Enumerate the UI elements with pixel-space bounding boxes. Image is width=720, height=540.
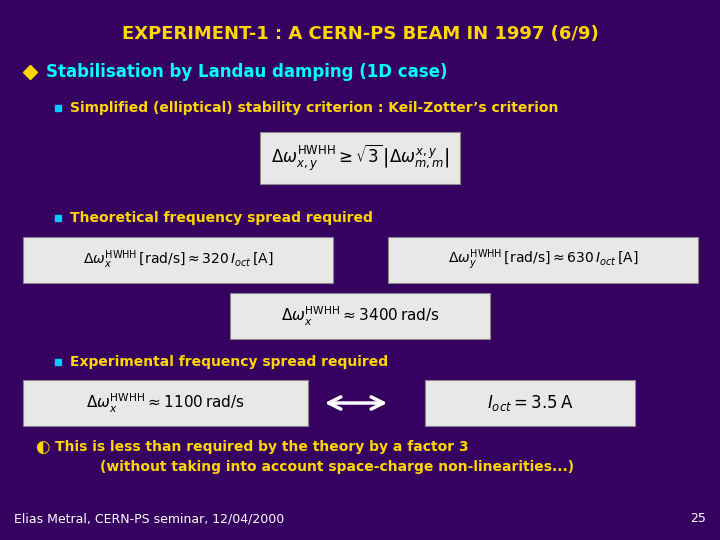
Text: 25: 25 [690, 512, 706, 525]
Text: Theoretical frequency spread required: Theoretical frequency spread required [70, 211, 373, 225]
FancyBboxPatch shape [260, 132, 460, 184]
Text: ◐: ◐ [35, 438, 49, 456]
Text: $\Delta\omega_{x}^{\mathrm{HWHH}}\,[\mathrm{rad/s}] \approx 320\,I_{oct}\,[\math: $\Delta\omega_{x}^{\mathrm{HWHH}}\,[\mat… [83, 249, 274, 271]
FancyBboxPatch shape [22, 380, 307, 426]
FancyBboxPatch shape [425, 380, 635, 426]
Text: Elias Metral, CERN-PS seminar, 12/04/2000: Elias Metral, CERN-PS seminar, 12/04/200… [14, 512, 284, 525]
Text: (without taking into account space-charge non-linearities...): (without taking into account space-charg… [100, 460, 574, 474]
Text: $\Delta\omega_{y}^{\mathrm{HWHH}}\,[\mathrm{rad/s}] \approx 630\,I_{oct}\,[\math: $\Delta\omega_{y}^{\mathrm{HWHH}}\,[\mat… [448, 248, 638, 272]
Text: $\Delta\omega_{x}^{\mathrm{HWHH}} \approx 1100\,\mathrm{rad/s}$: $\Delta\omega_{x}^{\mathrm{HWHH}} \appro… [86, 392, 244, 415]
Text: EXPERIMENT-1 : A CERN-PS BEAM IN 1997 (6/9): EXPERIMENT-1 : A CERN-PS BEAM IN 1997 (6… [122, 25, 598, 43]
Text: $\Delta\omega_{x,y}^{\mathrm{HWHH}} \geq \sqrt{3}\,\left|\Delta\omega_{m,m}^{x,y: $\Delta\omega_{x,y}^{\mathrm{HWHH}} \geq… [271, 143, 449, 173]
Text: $I_{oct} = 3.5\,\mathrm{A}$: $I_{oct} = 3.5\,\mathrm{A}$ [487, 393, 573, 413]
Text: Simplified (elliptical) stability criterion : Keil-Zotter’s criterion: Simplified (elliptical) stability criter… [70, 101, 559, 115]
FancyBboxPatch shape [230, 293, 490, 339]
Text: Experimental frequency spread required: Experimental frequency spread required [70, 355, 388, 369]
Text: $\Delta\omega_{x}^{\mathrm{HWHH}} \approx 3400\,\mathrm{rad/s}$: $\Delta\omega_{x}^{\mathrm{HWHH}} \appro… [281, 305, 439, 328]
Text: This is less than required by the theory by a factor 3: This is less than required by the theory… [55, 440, 469, 454]
Text: Stabilisation by Landau damping (1D case): Stabilisation by Landau damping (1D case… [46, 63, 448, 81]
FancyBboxPatch shape [388, 237, 698, 283]
FancyBboxPatch shape [23, 237, 333, 283]
